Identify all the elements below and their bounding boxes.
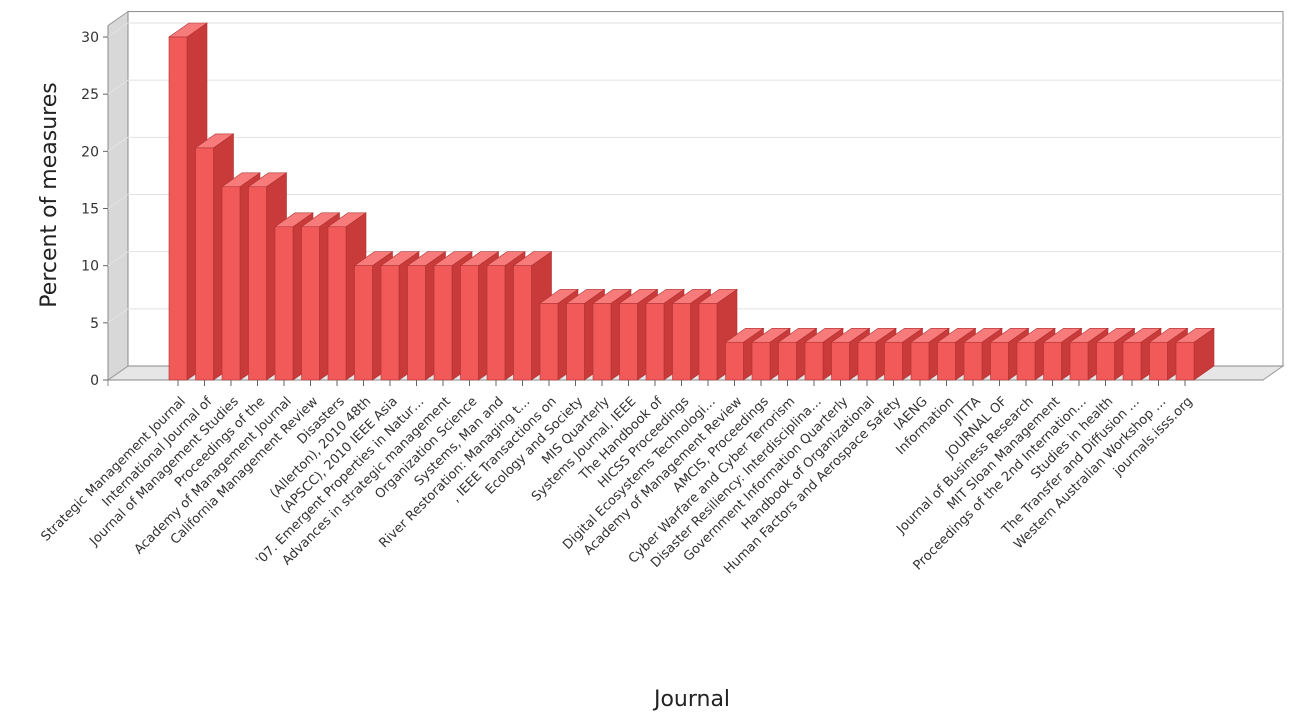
gridline-wall: [107, 79, 129, 95]
gridline-wall: [107, 22, 129, 38]
bar-front: [937, 341, 956, 381]
y-tick-label: 5: [90, 316, 99, 332]
bar-front: [1122, 341, 1142, 381]
y-tick-label: 30: [81, 30, 99, 46]
gridline-wall: [107, 251, 129, 267]
y-tick-label: 25: [81, 87, 99, 103]
bar-front: [354, 265, 373, 381]
y-tick-label: 0: [90, 373, 99, 389]
y-tick-label: 15: [81, 202, 99, 218]
bar-front: [566, 303, 585, 381]
bar-front: [751, 341, 771, 381]
bar-front: [990, 341, 1009, 381]
bar-front: [221, 186, 241, 381]
bar-front: [1043, 341, 1062, 381]
plot-left-wall: [107, 10, 129, 381]
bar-front: [672, 303, 691, 381]
bar-front: [460, 265, 479, 381]
bar-front: [433, 265, 453, 381]
bar-front: [513, 265, 532, 381]
bar-front: [910, 341, 930, 381]
bar-front: [592, 303, 612, 381]
bar-front: [698, 303, 718, 381]
bar-front: [274, 226, 294, 381]
y-axis-ticks: 0 5 10 15 20 25 30: [81, 30, 108, 389]
bar-front: [725, 341, 744, 381]
bar-front: [1149, 341, 1168, 381]
bar-front: [778, 341, 797, 381]
bar-front: [539, 303, 559, 381]
bar-front: [1016, 341, 1036, 381]
gridline-wall: [107, 136, 129, 152]
bar-front: [831, 341, 850, 381]
bar-front: [1175, 341, 1195, 381]
bar-front: [645, 303, 665, 381]
bar-front: [327, 226, 347, 381]
y-axis-title: Percent of measures: [37, 82, 62, 307]
bar-front: [301, 226, 320, 381]
gridline-wall: [107, 194, 129, 209]
bar-front: [486, 265, 506, 381]
bar-front: [380, 265, 400, 381]
gridline-wall: [107, 308, 129, 324]
x-axis-title: Journal: [652, 687, 730, 712]
bar-front: [248, 186, 267, 381]
bar-front: [619, 303, 638, 381]
bar-front: [407, 265, 426, 381]
bar: [1175, 327, 1215, 381]
bar-front: [1096, 341, 1115, 381]
bar-front: [963, 341, 983, 381]
x-axis-tick-labels: Strategic Management JournalInternationa…: [38, 380, 1196, 577]
bar-front: [1069, 341, 1089, 381]
bar-front: [168, 36, 188, 381]
bar-front: [195, 147, 214, 381]
bar-front: [804, 341, 824, 381]
y-tick-label: 20: [81, 144, 99, 160]
bar-front: [857, 341, 877, 381]
y-tick-label: 10: [81, 259, 99, 275]
bar-front: [884, 341, 903, 381]
